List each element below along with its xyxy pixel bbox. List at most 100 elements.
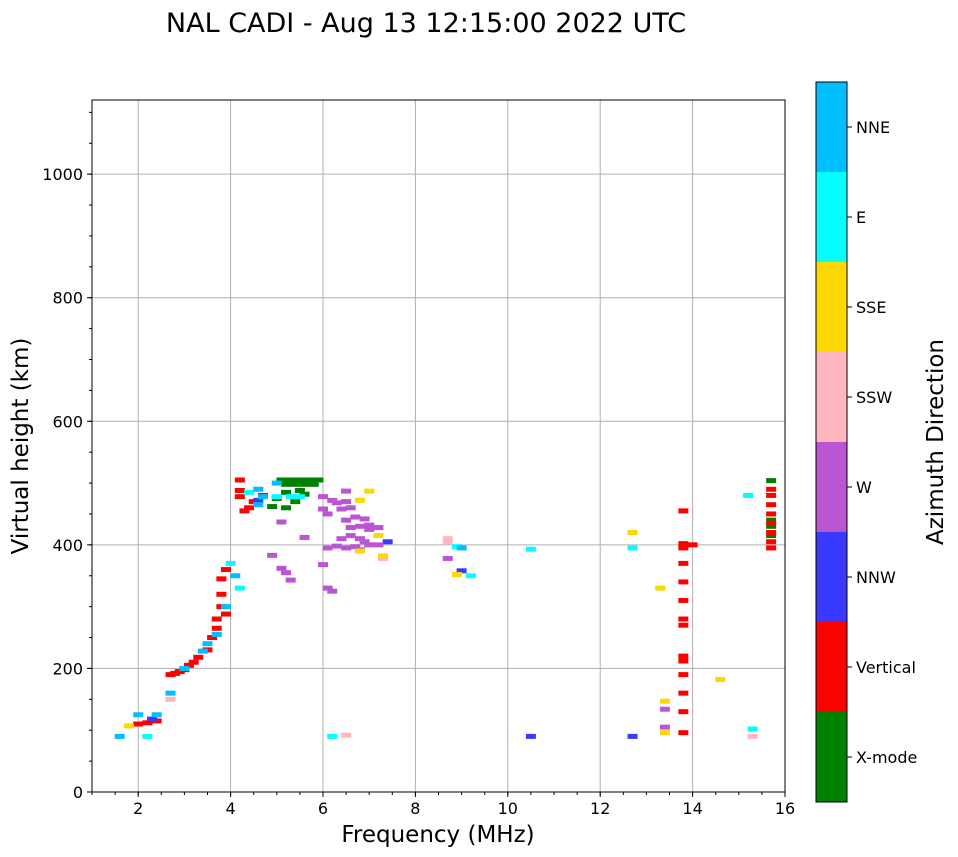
- data-point: [747, 733, 758, 739]
- axes: 2 4 6 8 10 12 14 16 0 200 400 600 800 1000: [42, 111, 795, 818]
- data-point: [715, 677, 726, 683]
- data-point: [225, 560, 236, 566]
- data-point: [336, 536, 347, 542]
- y-tick-label: 200: [52, 659, 83, 678]
- colorbar-label: E: [856, 208, 866, 227]
- data-point: [234, 487, 245, 493]
- data-point: [345, 533, 356, 539]
- data-point: [165, 696, 176, 702]
- data-point: [627, 545, 638, 551]
- data-point: [234, 585, 245, 591]
- data-point: [678, 622, 689, 628]
- data-point: [678, 690, 689, 696]
- data-point: [341, 499, 352, 505]
- data-point: [364, 526, 375, 532]
- data-point: [133, 712, 144, 718]
- grid: [92, 100, 786, 793]
- data-point: [299, 534, 310, 540]
- data-point: [285, 494, 296, 500]
- colorbar-segment: [816, 82, 847, 172]
- x-tick-label: 16: [775, 799, 795, 818]
- data-point: [373, 525, 384, 531]
- data-point: [359, 516, 370, 522]
- data-point: [276, 477, 287, 483]
- chart-title: NAL CADI - Aug 13 12:15:00 2022 UTC: [166, 8, 686, 39]
- series-sse: [123, 488, 726, 736]
- data-point: [290, 499, 301, 505]
- data-point: [220, 611, 231, 617]
- data-point: [766, 478, 777, 484]
- y-tick-label: 400: [52, 536, 83, 555]
- data-point: [276, 519, 287, 525]
- colorbar-label: SSE: [856, 298, 886, 317]
- colorbar-label: SSW: [856, 388, 892, 407]
- colorbar-frame: [815, 81, 848, 803]
- data-point: [184, 662, 195, 668]
- data-point: [747, 726, 758, 732]
- data-point: [354, 523, 365, 529]
- data-point: [525, 733, 536, 739]
- plot-frame: [91, 99, 786, 793]
- colorbar-label: X-mode: [856, 748, 917, 767]
- data-point: [442, 539, 453, 545]
- data-point: [322, 545, 333, 551]
- data-point: [253, 486, 264, 492]
- y-tick-label: 1000: [42, 165, 83, 184]
- data-point: [133, 721, 144, 727]
- data-point: [267, 504, 278, 510]
- data-point: [216, 576, 227, 582]
- colorbar-segment: [816, 442, 847, 532]
- data-point: [318, 506, 328, 512]
- colorbar-label: NNW: [856, 568, 896, 587]
- data-point: [202, 641, 213, 647]
- data-point: [299, 481, 310, 487]
- data-point: [350, 514, 361, 520]
- data-point: [350, 544, 361, 550]
- data-point: [442, 536, 453, 542]
- colorbar-segment: [816, 622, 847, 712]
- data-point: [456, 568, 467, 574]
- colorbar-segment: [816, 262, 847, 352]
- colorbar-segment: [816, 712, 847, 802]
- data-point: [766, 502, 777, 508]
- data-point: [197, 648, 208, 654]
- data-point: [271, 480, 282, 486]
- data-point: [678, 672, 689, 678]
- data-point: [378, 553, 389, 559]
- data-point: [267, 552, 278, 558]
- data-point: [345, 505, 356, 511]
- data-point: [327, 497, 338, 503]
- x-tick-label: 2: [133, 799, 143, 818]
- data-point: [322, 511, 333, 517]
- data-point: [659, 698, 670, 704]
- data-point: [114, 733, 125, 739]
- x-tick-label: 8: [410, 799, 420, 818]
- data-point: [766, 511, 777, 517]
- colorbar: X-mode Vertical NNW W SSW SSE E NNE: [815, 81, 917, 803]
- data-point: [271, 494, 282, 500]
- data-point: [627, 733, 638, 739]
- data-point: [281, 505, 292, 511]
- data-point: [525, 546, 536, 552]
- data-point: [336, 506, 347, 512]
- data-point: [276, 565, 287, 571]
- data-point: [147, 716, 158, 722]
- data-point: [142, 733, 153, 739]
- data-point: [216, 591, 227, 597]
- data-point: [678, 653, 689, 659]
- data-point: [382, 539, 393, 545]
- y-tick-label: 800: [52, 289, 83, 308]
- data-point: [359, 539, 370, 545]
- x-tick-label: 12: [590, 799, 610, 818]
- data-point: [678, 541, 689, 547]
- data-point: [456, 545, 467, 551]
- data-point: [678, 730, 689, 736]
- data-point: [451, 572, 462, 578]
- data-point: [341, 517, 352, 523]
- data-point: [179, 665, 190, 671]
- data-point: [244, 505, 255, 511]
- data-point: [341, 732, 352, 738]
- y-tick-label: 600: [52, 412, 83, 431]
- data-point: [766, 520, 777, 526]
- data-point: [327, 588, 338, 594]
